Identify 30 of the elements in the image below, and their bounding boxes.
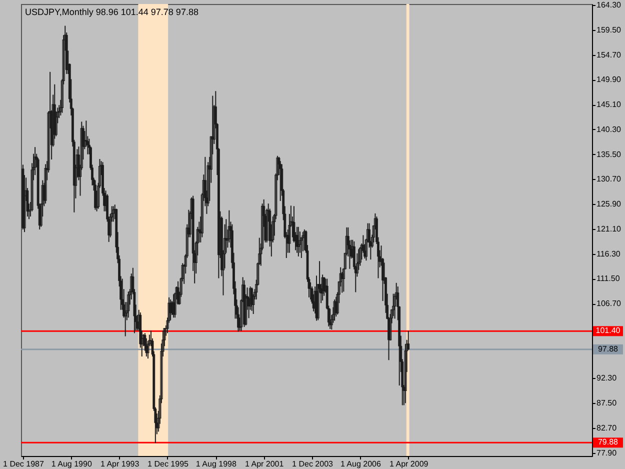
y-tick-label: 159.50 [596, 25, 622, 34]
ref-line-label: 101.40 [596, 326, 621, 336]
y-tick-label: 145.10 [596, 100, 622, 110]
x-tick-label: 1 Apr 1993 [100, 460, 140, 468]
x-tick-label: 1 Apr 2009 [390, 460, 429, 468]
y-tick-label: 77.90 [596, 448, 618, 458]
y-tick-label: 130.70 [596, 174, 622, 184]
y-tick-label: 106.70 [596, 299, 622, 308]
y-tick-label: 111.50 [596, 274, 620, 284]
y-tick-label: 121.10 [596, 224, 622, 234]
y-tick-label: 135.50 [596, 150, 622, 159]
y-tick-label: 154.70 [596, 50, 622, 60]
ref-line-label: 97.88 [598, 344, 619, 354]
x-tick-label: 1 Dec 1987 [3, 460, 44, 468]
x-tick-label: 1 Dec 1995 [148, 460, 190, 468]
chart-title: USDJPY,Monthly 98.96 101.44 97.78 97.88 [25, 7, 198, 17]
x-tick-label: 1 Aug 2006 [340, 460, 382, 468]
y-tick-label: 164.30 [596, 0, 622, 10]
x-tick-label: 1 Dec 2003 [292, 460, 334, 468]
ref-line-label: 79.88 [598, 438, 619, 447]
x-tick-label: 1 Apr 2001 [244, 460, 284, 468]
y-tick-label: 125.90 [596, 200, 622, 209]
y-tick-label: 116.30 [596, 249, 621, 258]
y-tick-label: 92.30 [596, 374, 618, 383]
y-tick-label: 140.30 [596, 124, 622, 134]
y-tick-label: 87.50 [596, 398, 618, 408]
y-tick-label: 149.90 [596, 75, 622, 84]
x-tick-label: 1 Aug 1998 [196, 460, 237, 468]
x-tick-label: 1 Aug 1990 [51, 460, 92, 468]
y-tick-label: 82.70 [596, 424, 618, 433]
